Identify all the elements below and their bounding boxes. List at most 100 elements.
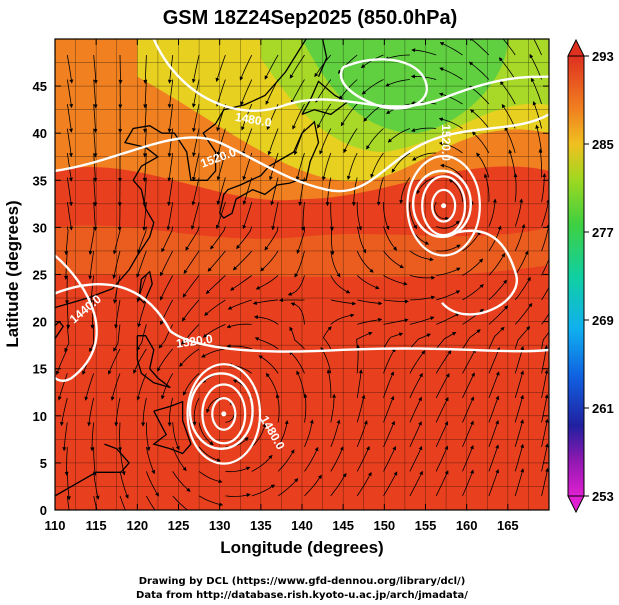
credit-line-2: Data from http://database.rish.kyoto-u.a… <box>136 590 468 601</box>
colorbar-tick-label: 261 <box>592 401 614 416</box>
colorbar-tick-label: 293 <box>592 49 614 64</box>
streamline <box>88 250 95 280</box>
streamline <box>384 54 410 61</box>
streamline <box>514 325 530 350</box>
streamline <box>216 177 226 206</box>
streamline <box>112 250 121 279</box>
streamline <box>436 313 460 325</box>
streamline <box>435 396 449 423</box>
typhoon-contour <box>201 383 247 445</box>
streamline <box>304 419 314 448</box>
credit-line-1: Drawing by DCL (https://www.gfd-dennou.o… <box>139 576 466 587</box>
streamline <box>448 179 463 203</box>
streamline <box>412 152 437 161</box>
streamline <box>471 131 490 154</box>
streamline <box>236 226 253 250</box>
streamline <box>462 348 476 374</box>
typhoon-contour <box>186 363 262 465</box>
streamline <box>439 42 463 56</box>
streamline <box>216 103 226 132</box>
streamline <box>436 244 461 252</box>
coastline-segment <box>152 400 192 455</box>
streamline <box>119 495 126 510</box>
streamline <box>387 128 411 143</box>
streamline <box>160 373 174 400</box>
streamline <box>90 299 95 329</box>
streamline <box>488 198 497 227</box>
streamline <box>356 275 380 290</box>
streamline <box>143 103 147 133</box>
streamline <box>383 347 396 374</box>
streamline <box>137 299 147 328</box>
streamline <box>435 350 452 374</box>
streamline <box>146 446 155 475</box>
streamline <box>93 54 98 84</box>
x-axis-ticks: 110 115 120 125 130 135 140 145 150 155 160 165 <box>45 39 519 533</box>
streamline <box>383 445 397 472</box>
streamline <box>160 250 174 277</box>
x-tick-label: 160 <box>456 518 478 533</box>
contour-1480-typhoon <box>188 372 254 450</box>
streamline <box>114 397 121 427</box>
streamline <box>322 326 332 350</box>
typhoon-contour <box>421 175 467 237</box>
colorbar-bottom-arrow <box>567 495 585 514</box>
streamline <box>535 124 542 154</box>
streamline <box>268 152 279 181</box>
streamline <box>242 177 253 205</box>
streamline <box>356 369 363 398</box>
streamline <box>183 250 200 275</box>
streamline <box>314 54 332 78</box>
streamline <box>93 177 98 207</box>
streamline <box>205 275 226 295</box>
streamline <box>143 54 148 84</box>
x-tick-label: 130 <box>209 518 231 533</box>
streamline <box>185 226 200 251</box>
streamline <box>351 177 358 207</box>
streamline <box>508 149 516 178</box>
y-axis-ticks: 0 5 10 15 20 25 30 35 40 45 <box>33 79 549 518</box>
streamline <box>113 275 121 304</box>
streamline <box>409 470 423 497</box>
streamline <box>383 471 398 497</box>
streamline <box>435 470 449 497</box>
streamline <box>202 324 226 338</box>
streamline <box>210 226 226 250</box>
streamline <box>225 466 251 473</box>
coastline-segment <box>301 80 349 116</box>
contour-1480-north <box>152 39 549 112</box>
streamline <box>436 220 460 229</box>
streamline <box>66 79 74 109</box>
streamline <box>416 177 437 195</box>
streamline <box>270 177 279 206</box>
streamline <box>90 422 95 452</box>
streamline <box>198 495 224 507</box>
streamline <box>267 128 279 156</box>
streamline <box>136 250 147 278</box>
x-tick-label: 135 <box>250 518 272 533</box>
colorbar-tick-label: 277 <box>592 225 614 240</box>
streamline <box>383 395 395 423</box>
streamline <box>64 226 69 256</box>
streamline <box>294 250 305 278</box>
streamline <box>112 226 121 255</box>
streamline <box>172 422 180 451</box>
streamline <box>93 79 98 109</box>
streamline <box>488 444 499 472</box>
streamline <box>232 250 253 271</box>
streamline <box>469 85 490 105</box>
streamline <box>383 420 395 448</box>
streamline <box>201 348 226 358</box>
streamline <box>57 373 68 401</box>
streamline <box>180 324 200 345</box>
streamline <box>440 163 463 178</box>
y-tick-label: 25 <box>33 268 47 283</box>
streamline <box>383 332 404 350</box>
streamline <box>215 79 226 107</box>
streamline <box>192 128 200 157</box>
streamline <box>462 396 475 423</box>
streamline <box>277 449 295 472</box>
streamline <box>438 92 463 105</box>
streamline <box>172 495 193 510</box>
